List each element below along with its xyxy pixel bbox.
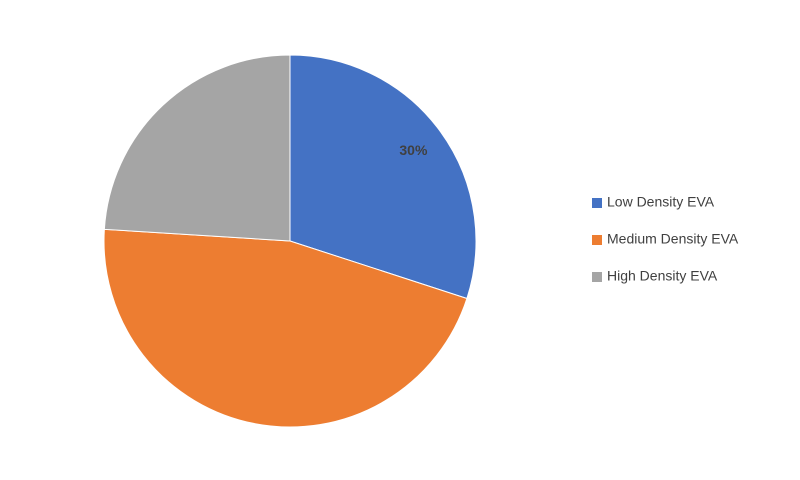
pie-slice [103,228,468,428]
legend-label: High Density EVA [607,268,718,284]
value-label: 30% [399,142,428,158]
pie-slice [103,54,291,242]
legend-swatch [592,198,602,208]
legend-swatch [592,235,602,245]
legend-label: Medium Density EVA [607,231,739,247]
pie-slice [289,54,477,300]
legend-label: Low Density EVA [607,194,715,210]
legend-swatch [592,272,602,282]
